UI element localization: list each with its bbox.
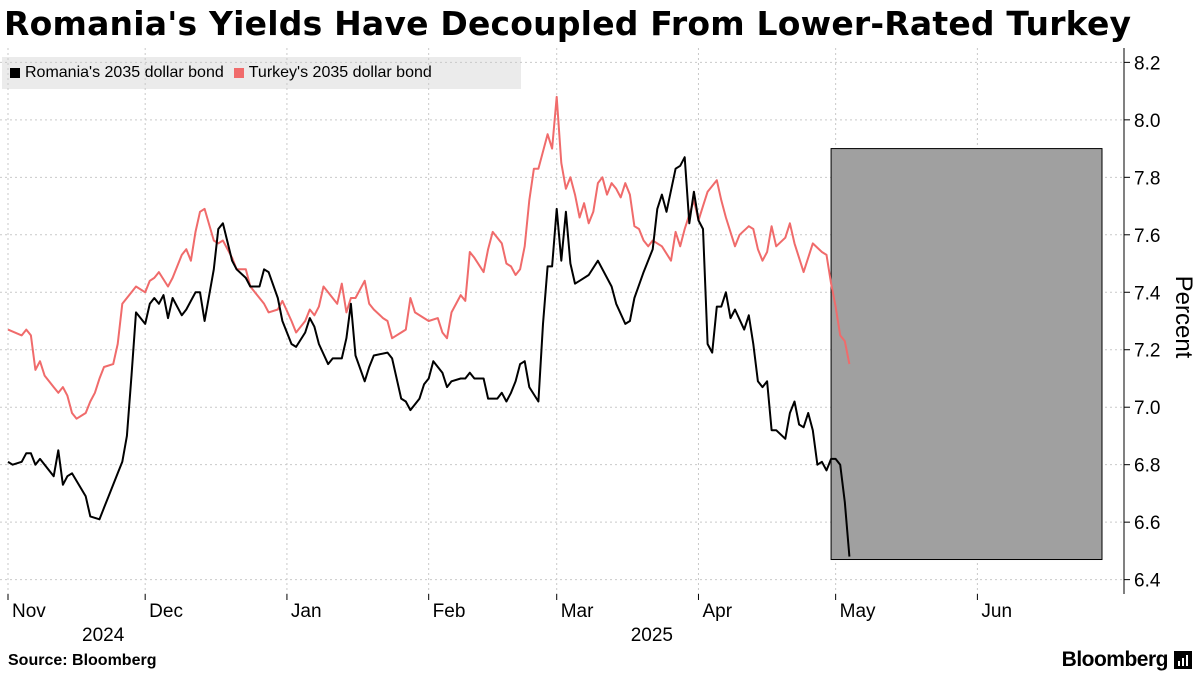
- y-tick-label: 8.2: [1134, 53, 1160, 74]
- chart-title: Romania's Yields Have Decoupled From Low…: [4, 4, 1132, 43]
- legend-item-romania: Romania's 2035 dollar bond: [10, 64, 224, 82]
- legend-item-turkey: Turkey's 2035 dollar bond: [233, 64, 432, 82]
- x-tick-label-nov: Nov: [12, 601, 46, 622]
- source-note: Source: Bloomberg: [8, 652, 157, 669]
- x-tick-label-dec: Dec: [149, 601, 183, 622]
- y-tick-label: 7.2: [1134, 341, 1160, 362]
- year-label-2024: 2024: [82, 625, 125, 646]
- legend-label-romania: Romania's 2035 dollar bond: [25, 64, 224, 81]
- x-tick-label-jun: Jun: [981, 601, 1012, 622]
- y-tick-label: 7.6: [1134, 226, 1160, 247]
- x-tick-label-mar: Mar: [561, 601, 594, 622]
- y-tick-label: 7.8: [1134, 168, 1160, 189]
- x-tick-label-feb: Feb: [433, 601, 466, 622]
- year-label-2025: 2025: [631, 625, 673, 646]
- y-axis-title: Percent: [1170, 276, 1197, 359]
- x-tick-label-apr: Apr: [702, 601, 732, 622]
- romania-line: [7, 156, 851, 557]
- legend-label-turkey: Turkey's 2035 dollar bond: [248, 64, 432, 81]
- legend-swatch-romania: [10, 68, 20, 78]
- y-tick-label: 6.8: [1134, 456, 1160, 477]
- legend-swatch-turkey: [233, 68, 244, 78]
- x-tick-label-may: May: [840, 601, 876, 622]
- bloomberg-terminal-icon: [1174, 651, 1192, 669]
- y-tick-label: 6.4: [1134, 571, 1161, 592]
- y-tick-label: 6.6: [1134, 513, 1160, 534]
- y-tick-label: 7.0: [1134, 398, 1160, 419]
- highlight-region: [830, 148, 1103, 561]
- x-tick-label-jan: Jan: [291, 601, 322, 622]
- turkey-line: [7, 95, 851, 420]
- y-tick-label: 8.0: [1134, 111, 1160, 132]
- bloomberg-logo: Bloomberg: [1062, 648, 1192, 672]
- y-tick-label: 7.4: [1134, 283, 1161, 304]
- brand-name: Bloomberg: [1061, 648, 1169, 671]
